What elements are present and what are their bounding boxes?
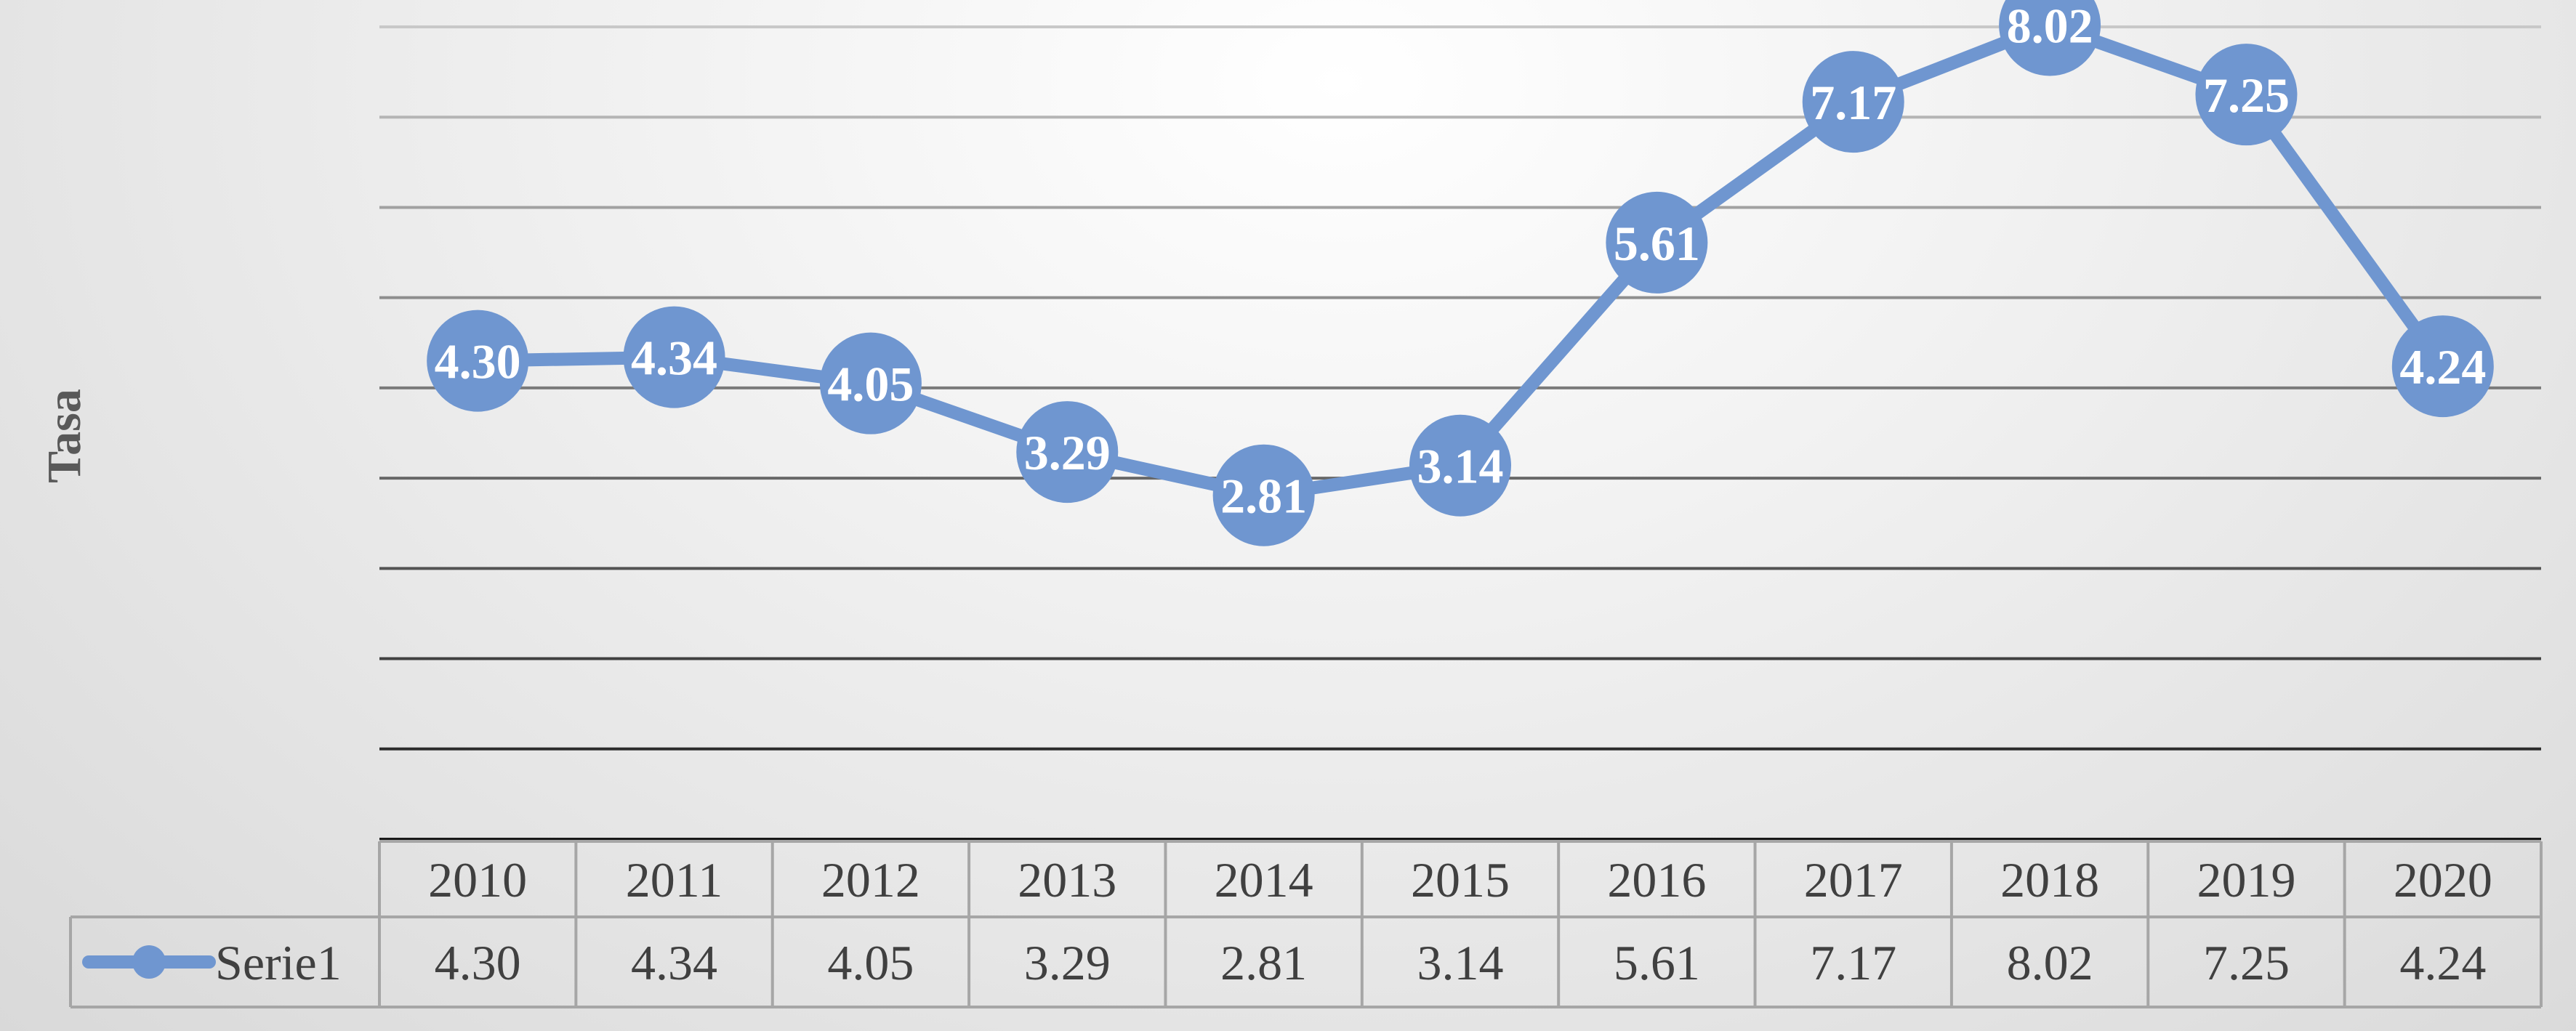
table-header-cell: 2017: [1804, 852, 1903, 907]
table-header-cell: 2012: [821, 852, 920, 907]
table-value-cell: 4.30: [435, 935, 521, 990]
data-point-marker: [1802, 51, 1904, 153]
data-table: 2010 2011 2012 2013 2014 2015 2016 2017 2018 2019…: [69, 840, 2543, 1008]
table-value-cell: 2.81: [1220, 935, 1307, 990]
data-labels: 4.30 4.34 4.05 3.29 2.81 3.14 5.61 7.17 8.02 7.25…: [435, 0, 2487, 524]
table-header-cell: 2020: [2394, 852, 2492, 907]
data-label: 4.34: [631, 331, 717, 386]
data-label: 4.05: [827, 357, 914, 412]
series-group: [427, 0, 2494, 546]
table-header-cell: 2014: [1215, 852, 1313, 907]
table-value-cell: 4.05: [827, 935, 914, 990]
data-label: 4.30: [435, 334, 521, 389]
table-value-cell: 5.61: [1614, 935, 1700, 990]
table-header-cell: 2015: [1411, 852, 1510, 907]
data-point-marker: [427, 310, 529, 412]
table-value-cell: 3.14: [1417, 935, 1504, 990]
table-header-cell: 2018: [2000, 852, 2099, 907]
data-point-marker: [1606, 191, 1708, 294]
table-header-cell: 2019: [2197, 852, 2295, 907]
data-point-marker: [1409, 414, 1511, 517]
data-point-marker: [1016, 401, 1119, 504]
data-point-marker: [623, 306, 725, 408]
data-point-marker: [2391, 315, 2494, 418]
data-label: 7.17: [1810, 75, 1896, 130]
table-value-cell: 7.25: [2203, 935, 2290, 990]
table-value-cell: 7.17: [1810, 935, 1896, 990]
data-point-marker: [819, 332, 922, 434]
data-label: 4.24: [2399, 339, 2486, 395]
table-header-cell: 2011: [626, 852, 723, 907]
legend-marker: [132, 945, 166, 979]
table-value-cell: 8.02: [2007, 935, 2093, 990]
data-label: 8.02: [2007, 0, 2093, 54]
data-label: 3.14: [1417, 439, 1504, 494]
y-axis-title: Tasa: [38, 389, 91, 483]
table-header-cell: 2016: [1607, 852, 1706, 907]
data-label: 3.29: [1024, 425, 1111, 480]
table-value-cell: 3.29: [1024, 935, 1111, 990]
table-value-cell: 4.34: [631, 935, 717, 990]
table-header-cell: 2013: [1018, 852, 1116, 907]
data-point-marker: [1999, 0, 2101, 76]
legend-series-name: Serie1: [215, 935, 342, 990]
table-header-cell: 2010: [428, 852, 527, 907]
data-label: 7.25: [2203, 68, 2290, 123]
data-point-marker: [2195, 44, 2298, 146]
data-label: 2.81: [1220, 469, 1307, 524]
data-label: 5.61: [1614, 216, 1700, 271]
data-point-marker: [1212, 444, 1315, 546]
table-value-cell: 4.24: [2399, 935, 2486, 990]
